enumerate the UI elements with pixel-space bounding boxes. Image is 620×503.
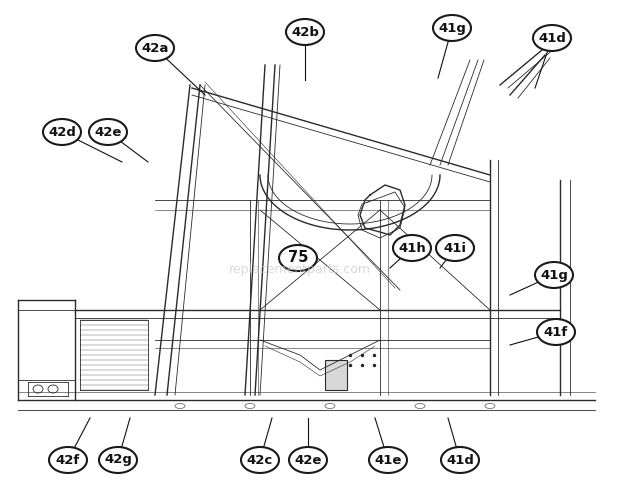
- Ellipse shape: [136, 35, 174, 61]
- Ellipse shape: [49, 447, 87, 473]
- Text: 42e: 42e: [94, 126, 122, 138]
- Text: 41i: 41i: [443, 241, 466, 255]
- Ellipse shape: [433, 15, 471, 41]
- Ellipse shape: [286, 19, 324, 45]
- Ellipse shape: [99, 447, 137, 473]
- Text: 41e: 41e: [374, 454, 402, 466]
- Ellipse shape: [43, 119, 81, 145]
- Text: 41d: 41d: [446, 454, 474, 466]
- FancyBboxPatch shape: [325, 360, 347, 390]
- Text: 75: 75: [288, 250, 308, 266]
- Text: 41g: 41g: [540, 269, 568, 282]
- Text: 42b: 42b: [291, 26, 319, 39]
- Text: 42g: 42g: [104, 454, 132, 466]
- Text: 41f: 41f: [544, 325, 568, 339]
- Text: 42d: 42d: [48, 126, 76, 138]
- Text: 42a: 42a: [141, 42, 169, 54]
- Text: 42e: 42e: [294, 454, 322, 466]
- Text: 42f: 42f: [56, 454, 80, 466]
- Text: replacementparts.com: replacementparts.com: [229, 264, 371, 277]
- Ellipse shape: [393, 235, 431, 261]
- Ellipse shape: [436, 235, 474, 261]
- Text: 42c: 42c: [247, 454, 273, 466]
- Text: 41d: 41d: [538, 32, 566, 44]
- Ellipse shape: [289, 447, 327, 473]
- Text: 41g: 41g: [438, 22, 466, 35]
- Ellipse shape: [535, 262, 573, 288]
- Ellipse shape: [533, 25, 571, 51]
- Ellipse shape: [537, 319, 575, 345]
- Ellipse shape: [89, 119, 127, 145]
- Ellipse shape: [441, 447, 479, 473]
- Text: 41h: 41h: [398, 241, 426, 255]
- Ellipse shape: [241, 447, 279, 473]
- Ellipse shape: [279, 245, 317, 271]
- Ellipse shape: [369, 447, 407, 473]
